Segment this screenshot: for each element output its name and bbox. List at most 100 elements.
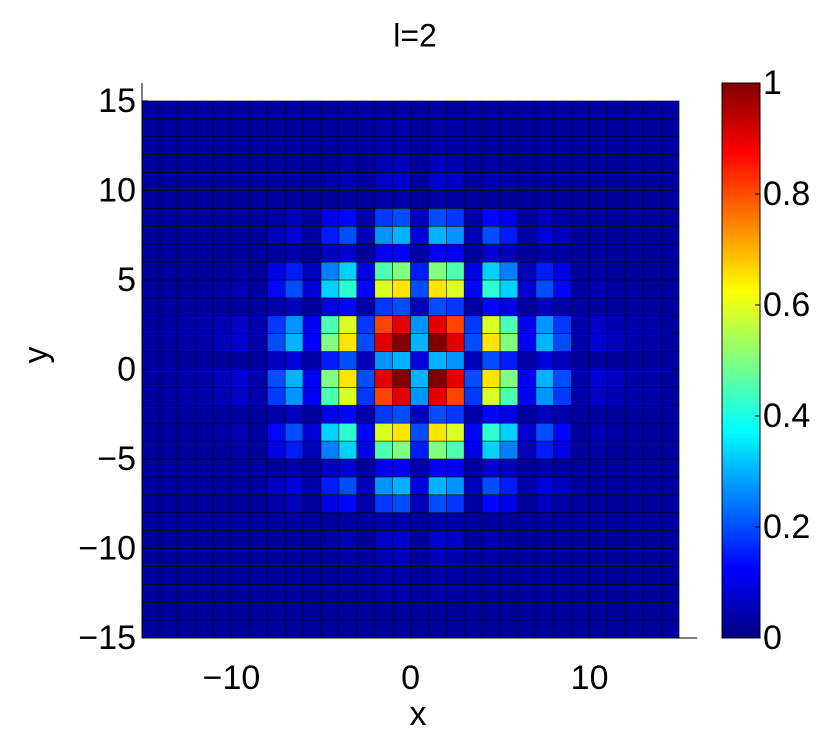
heat-cell bbox=[463, 100, 483, 120]
heat-cell bbox=[374, 118, 393, 138]
heat-cell bbox=[642, 440, 662, 460]
heat-cell bbox=[392, 207, 411, 227]
heat-cell bbox=[642, 476, 662, 496]
heat-cell bbox=[195, 225, 214, 245]
heat-cell bbox=[266, 136, 286, 155]
heat-cell bbox=[231, 512, 250, 531]
heat-cell bbox=[642, 315, 662, 334]
heat-cell bbox=[589, 566, 608, 585]
heat-cell bbox=[356, 619, 376, 639]
heat-cell bbox=[266, 494, 286, 514]
heat-cell bbox=[553, 279, 573, 299]
heat-cell bbox=[374, 279, 393, 299]
heat-cell bbox=[625, 154, 644, 173]
heat-cell bbox=[320, 404, 340, 424]
heat-cell bbox=[535, 261, 555, 281]
heat-cell bbox=[535, 118, 555, 138]
heat-cell bbox=[535, 279, 555, 299]
heat-cell bbox=[535, 494, 555, 514]
heat-cell bbox=[517, 315, 537, 334]
heat-cell bbox=[159, 583, 179, 603]
heat-cell bbox=[625, 118, 644, 138]
heat-cell bbox=[428, 190, 447, 209]
heat-cell bbox=[141, 351, 161, 370]
colorbar-tick-label: 1 bbox=[763, 64, 782, 102]
heat-cell bbox=[463, 225, 483, 245]
heat-cell bbox=[266, 548, 286, 567]
heat-cell bbox=[463, 458, 483, 478]
heat-cell bbox=[446, 351, 465, 370]
heat-cell bbox=[446, 548, 465, 567]
heat-cell bbox=[535, 154, 555, 173]
heat-cell bbox=[320, 601, 340, 621]
heat-cell bbox=[625, 351, 644, 370]
heat-cell bbox=[392, 351, 411, 370]
heat-cell bbox=[284, 333, 304, 352]
heat-cell bbox=[642, 297, 662, 317]
heat-cell bbox=[446, 190, 465, 209]
heat-cell bbox=[499, 261, 519, 281]
heat-cell bbox=[231, 190, 250, 209]
heat-cell bbox=[553, 512, 573, 531]
heat-cell bbox=[481, 315, 501, 334]
heat-cell bbox=[589, 225, 608, 245]
heat-cell bbox=[517, 154, 537, 173]
heat-cell bbox=[249, 351, 268, 370]
heat-cell bbox=[392, 440, 411, 460]
heat-cell bbox=[159, 422, 179, 442]
heat-cell bbox=[338, 154, 358, 173]
heat-cell bbox=[410, 261, 429, 281]
heat-cell bbox=[374, 243, 393, 263]
heat-cell bbox=[553, 154, 573, 173]
heat-cell bbox=[356, 458, 376, 478]
heat-cell bbox=[660, 172, 680, 191]
heat-cell bbox=[428, 136, 447, 155]
heat-cell bbox=[249, 494, 268, 514]
heat-cell bbox=[589, 601, 608, 621]
heat-cell bbox=[463, 512, 483, 531]
heat-cell bbox=[374, 315, 393, 334]
heat-cell bbox=[410, 297, 429, 317]
heat-cell bbox=[231, 261, 250, 281]
heat-cell bbox=[177, 100, 197, 120]
heat-cell bbox=[177, 548, 197, 567]
heat-cell bbox=[266, 333, 286, 352]
x-tick-label: −10 bbox=[203, 659, 261, 697]
heat-cell bbox=[374, 404, 393, 424]
heat-cell bbox=[499, 172, 519, 191]
heat-cell bbox=[607, 566, 626, 585]
heat-cell bbox=[607, 458, 626, 478]
heat-cell bbox=[195, 279, 214, 299]
heat-cell bbox=[481, 297, 501, 317]
heat-cell bbox=[338, 351, 358, 370]
heat-cell bbox=[338, 136, 358, 155]
heat-cell bbox=[284, 154, 304, 173]
heat-cell bbox=[499, 530, 519, 549]
heat-cell bbox=[231, 566, 250, 585]
heat-cell bbox=[159, 458, 179, 478]
heat-cell bbox=[356, 512, 376, 531]
heat-cell bbox=[266, 243, 286, 263]
heat-cell bbox=[463, 136, 483, 155]
heat-cell bbox=[338, 422, 358, 442]
heat-cell bbox=[284, 225, 304, 245]
heat-cell bbox=[410, 190, 429, 209]
heat-cell bbox=[213, 279, 232, 299]
heat-cell bbox=[177, 225, 197, 245]
heat-cell bbox=[589, 315, 608, 334]
heat-cell bbox=[428, 422, 447, 442]
heat-cell bbox=[320, 440, 340, 460]
heat-cell bbox=[338, 512, 358, 531]
heat-cell bbox=[625, 422, 644, 442]
heat-cell bbox=[660, 243, 680, 263]
heat-cell bbox=[428, 619, 447, 639]
heat-cell bbox=[284, 279, 304, 299]
heat-cell bbox=[249, 118, 268, 138]
heat-cell bbox=[338, 387, 358, 406]
heat-cell bbox=[642, 351, 662, 370]
heat-cell bbox=[607, 530, 626, 549]
heat-cell bbox=[660, 297, 680, 317]
heat-cell bbox=[571, 315, 590, 334]
heat-cell bbox=[428, 494, 447, 514]
heat-cell bbox=[499, 315, 519, 334]
